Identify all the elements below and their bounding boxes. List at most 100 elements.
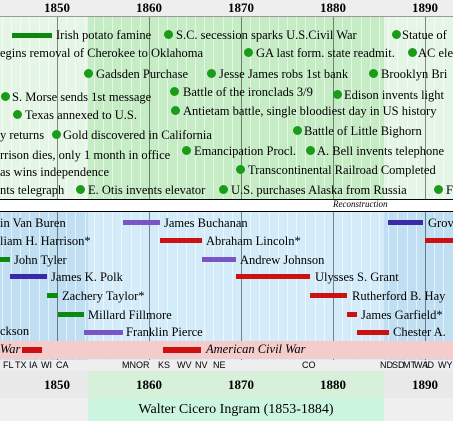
event-dot [306, 146, 315, 155]
statehood-row [0, 360, 453, 371]
president-label: Abraham Lincoln* [206, 234, 301, 248]
president-label: Andrew Johnson [240, 253, 325, 267]
president-term-bar [84, 330, 123, 335]
event-label: Antietam battle, single bloodiest day in… [183, 104, 437, 118]
president-label: James Garfield* [361, 308, 443, 322]
event-dot [219, 185, 228, 194]
year-gridline [379, 16, 380, 371]
president-label: James Buchanan [164, 216, 248, 230]
event-dot [293, 126, 302, 135]
event-label: Battle of the ironclads 3/9 [183, 85, 313, 99]
year-gridline [204, 16, 205, 371]
year-gridline [407, 16, 408, 371]
event-label: F [446, 183, 453, 197]
events-panel-mid [88, 16, 384, 209]
year-gridline [296, 16, 297, 371]
year-gridline [315, 16, 316, 371]
event-span-potato-famine [12, 33, 52, 38]
statehood-label: NE [213, 360, 226, 370]
event-label: U.S. purchases Alaska from Russia [231, 183, 407, 197]
president-term-bar [347, 312, 357, 317]
event-label: Texas annexed to U.S. [25, 108, 137, 122]
year-gridline [140, 16, 141, 371]
bottom-year-1890: 1890 [412, 377, 438, 392]
event-dot [164, 30, 173, 39]
footer-title: Walter Cicero Ingram (1853-1884) [138, 402, 334, 417]
era-label: Reconstruction [333, 199, 388, 209]
year-gridline [186, 16, 187, 371]
event-label: Edison invents light [344, 88, 444, 102]
presidents-panel-mid [88, 210, 384, 360]
event-label: AC ele [418, 46, 453, 60]
president-term-bar [236, 274, 310, 279]
year-gridline [324, 16, 325, 371]
president-term-bar [357, 330, 389, 335]
year-gridline [361, 16, 362, 371]
president-term-bar [160, 238, 202, 243]
president-term-bar [388, 220, 423, 225]
event-dot [52, 130, 61, 139]
president-term-bar [10, 274, 47, 279]
event-label: Transcontinental Railroad Completed [248, 163, 436, 177]
year-gridline [48, 16, 49, 371]
statehood-label: KS [158, 360, 171, 370]
top-year-1890: 1890 [412, 0, 438, 15]
year-gridline [342, 16, 343, 371]
top-year-1870: 1870 [228, 0, 254, 15]
event-dot [236, 165, 245, 174]
event-dot [244, 48, 253, 57]
event-dot [171, 106, 180, 115]
top-year-1880: 1880 [320, 0, 346, 15]
event-dot [392, 30, 401, 39]
event-label: Statue of [402, 28, 447, 42]
president-term-bar [202, 257, 236, 262]
events-panel-right [384, 16, 453, 209]
event-label: Gold discovered in California [63, 128, 212, 142]
statehood-label: ID [425, 360, 434, 370]
president-label: John Tyler [14, 253, 67, 267]
year-gridline [29, 16, 30, 371]
event-label: E. Otis invents elevator [88, 183, 206, 197]
year-gridline [278, 16, 279, 371]
presidents-panel-left [0, 210, 88, 360]
president-label: liam H. Harrison* [0, 234, 91, 248]
president-term-bar [425, 238, 453, 243]
year-gridline [269, 16, 270, 371]
top-axis [0, 0, 453, 17]
year-gridline [250, 16, 251, 371]
year-gridline [287, 16, 288, 371]
president-label: Ulysses S. Grant [315, 270, 399, 284]
statehood-label: MN [122, 360, 136, 370]
war-span-civil [163, 347, 201, 353]
statehood-label: ND [380, 360, 393, 370]
war-label: War [0, 342, 21, 356]
year-gridline [195, 16, 196, 371]
year-gridline [39, 16, 40, 371]
event-label: Emancipation Procl. [194, 144, 297, 158]
event-dot [76, 185, 85, 194]
year-gridline [20, 16, 21, 371]
year-gridline [66, 16, 67, 371]
statehood-label: OR [136, 360, 150, 370]
statehood-label: WA [414, 360, 429, 370]
president-term-bar [47, 293, 58, 298]
bottom-year-1850: 1850 [44, 377, 70, 392]
year-gridline [121, 16, 122, 371]
decade-gridline [333, 16, 334, 371]
event-dot [369, 69, 378, 78]
president-label: Zachery Taylor* [62, 289, 145, 303]
year-gridline [232, 16, 233, 371]
event-label: Battle of Little Bighorn [304, 124, 422, 138]
year-gridline [85, 16, 86, 371]
decade-gridline [241, 16, 242, 371]
event-label: y returns [0, 128, 45, 142]
year-gridline [167, 16, 168, 371]
year-gridline [177, 16, 178, 371]
year-gridline [103, 16, 104, 371]
year-gridline [351, 16, 352, 371]
statehood-label: IA [29, 360, 38, 370]
event-dot [1, 92, 10, 101]
event-label: egins removal of Cherokee to Oklahoma [0, 46, 204, 60]
event-label: Irish potato famine [56, 28, 152, 42]
